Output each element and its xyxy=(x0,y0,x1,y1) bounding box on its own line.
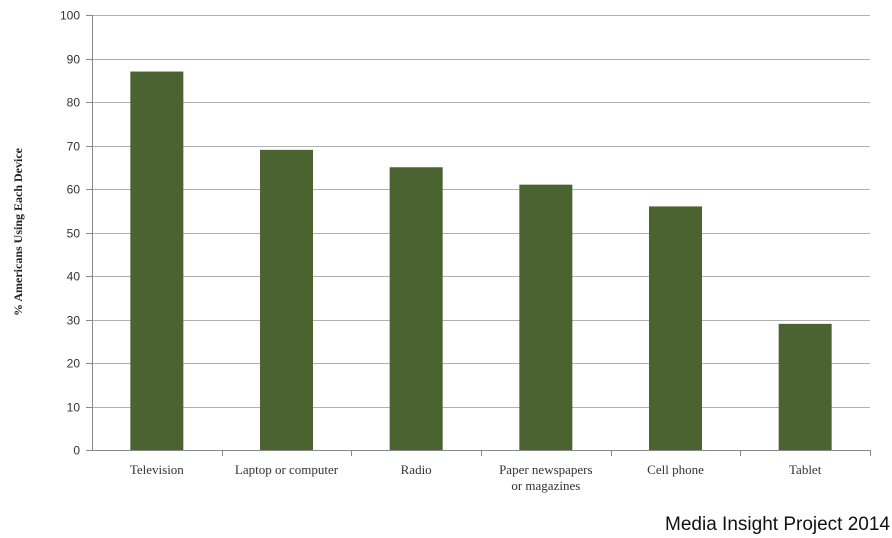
bar xyxy=(519,184,573,450)
bars xyxy=(130,71,832,451)
x-category-label: Tablet xyxy=(789,462,822,477)
x-category-label: Laptop or computer xyxy=(235,462,339,477)
bar xyxy=(130,71,184,451)
y-tick-label: 20 xyxy=(67,357,81,371)
grid-lines xyxy=(86,15,870,451)
x-category-label: Radio xyxy=(401,462,432,477)
x-category-label-line: or magazines xyxy=(511,478,580,493)
x-category-label-line: Tablet xyxy=(789,462,822,477)
y-tick-label: 40 xyxy=(67,270,81,284)
x-category-labels: Television Laptop or computer Radio Paper n… xyxy=(130,462,822,493)
bar xyxy=(778,323,832,450)
y-tick-labels: 0 10 20 30 40 50 60 70 80 90 100 xyxy=(60,9,80,458)
x-category-label-line: Laptop or computer xyxy=(235,462,339,477)
x-category-label-line: Television xyxy=(130,462,184,477)
x-category-label-line: Radio xyxy=(401,462,432,477)
y-tick-label: 100 xyxy=(60,9,80,23)
y-axis-title: % Americans Using Each Device xyxy=(11,147,25,316)
y-tick-label: 90 xyxy=(67,53,81,67)
y-tick-label: 10 xyxy=(67,401,81,415)
axes xyxy=(92,15,871,456)
y-tick-label: 0 xyxy=(73,444,80,458)
y-tick-label: 30 xyxy=(67,314,81,328)
bar xyxy=(260,149,313,450)
bar xyxy=(649,206,702,450)
x-category-label: Cell phone xyxy=(647,462,704,477)
x-category-label-line: Cell phone xyxy=(647,462,704,477)
y-tick-label: 60 xyxy=(67,183,81,197)
x-category-label: Television xyxy=(130,462,184,477)
source-note: Media Insight Project 2014 xyxy=(665,514,890,535)
y-tick-label: 50 xyxy=(67,227,81,241)
y-tick-label: 70 xyxy=(67,140,81,154)
bar xyxy=(389,167,443,450)
x-category-label: Paper newspapers or magazines xyxy=(499,462,593,493)
y-tick-label: 80 xyxy=(67,96,81,110)
x-category-label-line: Paper newspapers xyxy=(499,462,593,477)
